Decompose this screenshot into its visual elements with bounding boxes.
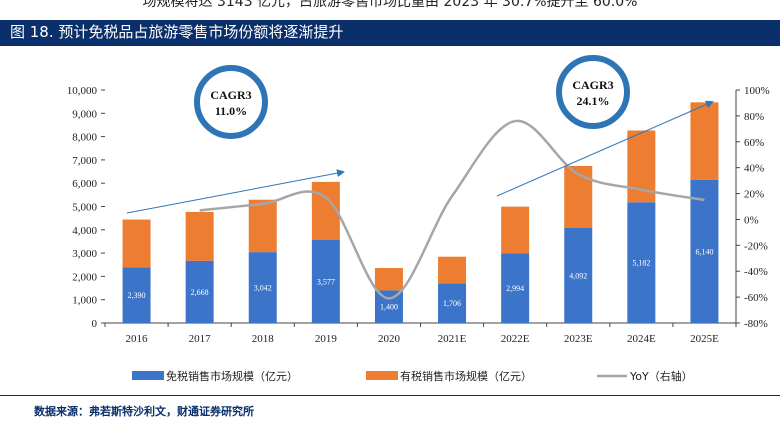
bar-dutyfree-label: 2,390 xyxy=(128,291,146,300)
trend-arrow-1 xyxy=(126,169,345,214)
cagr-value: 11.0% xyxy=(215,104,247,118)
x-tick-label: 2022E xyxy=(501,333,530,345)
legend-label-dutyfree: 免税销售市场规模（亿元） xyxy=(166,369,298,383)
left-tick-label: 0 xyxy=(92,318,98,330)
bar-taxed xyxy=(185,211,214,261)
bar-taxed xyxy=(501,206,530,254)
bar-dutyfree xyxy=(627,202,656,323)
x-tick-label: 2021E xyxy=(438,333,467,345)
x-tick-label: 2023E xyxy=(564,333,593,345)
bar-taxed xyxy=(438,256,467,284)
cagr-label: CAGR3 xyxy=(572,78,613,92)
bar-dutyfree xyxy=(311,239,340,323)
right-tick-label: 0% xyxy=(744,214,759,226)
x-tick-label: 2024E xyxy=(627,333,656,345)
bottom-rule xyxy=(0,395,780,396)
bar-dutyfree xyxy=(185,260,214,323)
bar-dutyfree xyxy=(122,267,151,323)
bar-dutyfree-label: 6,140 xyxy=(695,247,713,256)
right-tick-label: 60% xyxy=(744,137,764,149)
left-tick-label: 5,000 xyxy=(72,202,97,214)
cagr-value: 24.1% xyxy=(577,94,610,108)
x-tick-label: 2025E xyxy=(690,333,719,345)
legend: 免税销售市场规模（亿元） 有税销售市场规模（亿元） YoY（右轴） xyxy=(132,369,693,383)
bar-dutyfree xyxy=(374,290,403,323)
right-tick-label: -80% xyxy=(744,318,768,330)
legend-swatch-taxed xyxy=(366,371,398,380)
bar-dutyfree-label: 1,706 xyxy=(443,299,461,308)
bar-dutyfree xyxy=(248,252,277,323)
right-tick-label: 80% xyxy=(744,111,764,123)
right-tick-label: 20% xyxy=(744,189,764,201)
cagr-circle xyxy=(556,55,630,129)
bar-dutyfree xyxy=(438,283,467,323)
right-tick-label: -40% xyxy=(744,266,768,278)
left-tick-label: 1,000 xyxy=(72,295,97,307)
bar-dutyfree-label: 1,400 xyxy=(380,303,398,312)
left-tick-label: 2,000 xyxy=(72,271,97,283)
yoy-line-layer xyxy=(199,119,705,300)
legend-label-yoy: YoY（右轴） xyxy=(629,369,693,383)
bar-taxed xyxy=(690,102,719,180)
bar-dutyfree xyxy=(690,179,719,323)
x-tick-label: 2017 xyxy=(189,333,212,345)
x-tick-label: 2020 xyxy=(378,333,401,345)
bar-dutyfree-label: 2,994 xyxy=(506,284,524,293)
bar-dutyfree-label: 5,182 xyxy=(632,259,650,268)
left-tick-label: 10,000 xyxy=(67,85,98,97)
bar-dutyfree xyxy=(501,253,530,323)
legend-label-taxed: 有税销售市场规模（亿元） xyxy=(400,369,532,383)
top-cut-text: 场规模将达 3143 亿元，占旅游零售市场比重由 2023 年 30.7%提升至… xyxy=(142,0,638,10)
bar-taxed xyxy=(248,199,277,253)
bar-dutyfree xyxy=(564,227,593,323)
yoy-line xyxy=(199,119,705,300)
bar-taxed xyxy=(122,219,151,268)
right-tick-label: -20% xyxy=(744,240,768,252)
legend-swatch-dutyfree xyxy=(132,371,164,380)
bars-layer: 2,390 2,668 3,042 3,577 1,400 1,706 2,994 4,092… xyxy=(122,102,719,323)
right-tick-label: 40% xyxy=(744,163,764,175)
figure-title: 图 18. 预计免税品占旅游零售市场份额将逐渐提升 xyxy=(10,23,344,41)
left-tick-label: 8,000 xyxy=(72,132,97,144)
annotation-layer: CAGR3 11.0% CAGR3 24.1% xyxy=(126,55,714,214)
left-tick-label: 4,000 xyxy=(72,225,97,237)
right-tick-label: 100% xyxy=(744,85,770,97)
bar-dutyfree-label: 4,092 xyxy=(569,271,587,280)
bar-dutyfree-label: 3,577 xyxy=(317,277,335,286)
trend-arrow-2 xyxy=(496,100,714,197)
bar-taxed xyxy=(374,268,403,291)
bar-dutyfree-label: 3,042 xyxy=(254,284,272,293)
bar-taxed xyxy=(564,165,593,228)
x-tick-label: 2018 xyxy=(252,333,275,345)
left-tick-label: 3,000 xyxy=(72,248,97,260)
x-tick-label: 2019 xyxy=(315,333,338,345)
bar-dutyfree-label: 2,668 xyxy=(191,288,209,297)
cagr-label: CAGR3 xyxy=(210,88,251,102)
source-note: 数据来源：弗若斯特沙利文，财通证券研究所 xyxy=(34,405,254,418)
axes-layer: 0 1,000 2,000 3,000 4,000 5,000 6,000 7,000 8,00… xyxy=(67,85,770,345)
left-tick-label: 7,000 xyxy=(72,155,97,167)
left-tick-label: 6,000 xyxy=(72,178,97,190)
left-tick-label: 9,000 xyxy=(72,108,97,120)
cagr-circle xyxy=(194,65,268,139)
x-tick-label: 2016 xyxy=(126,333,149,345)
right-tick-label: -60% xyxy=(744,292,768,304)
figure-title-bar: 图 18. 预计免税品占旅游零售市场份额将逐渐提升 xyxy=(0,20,780,46)
